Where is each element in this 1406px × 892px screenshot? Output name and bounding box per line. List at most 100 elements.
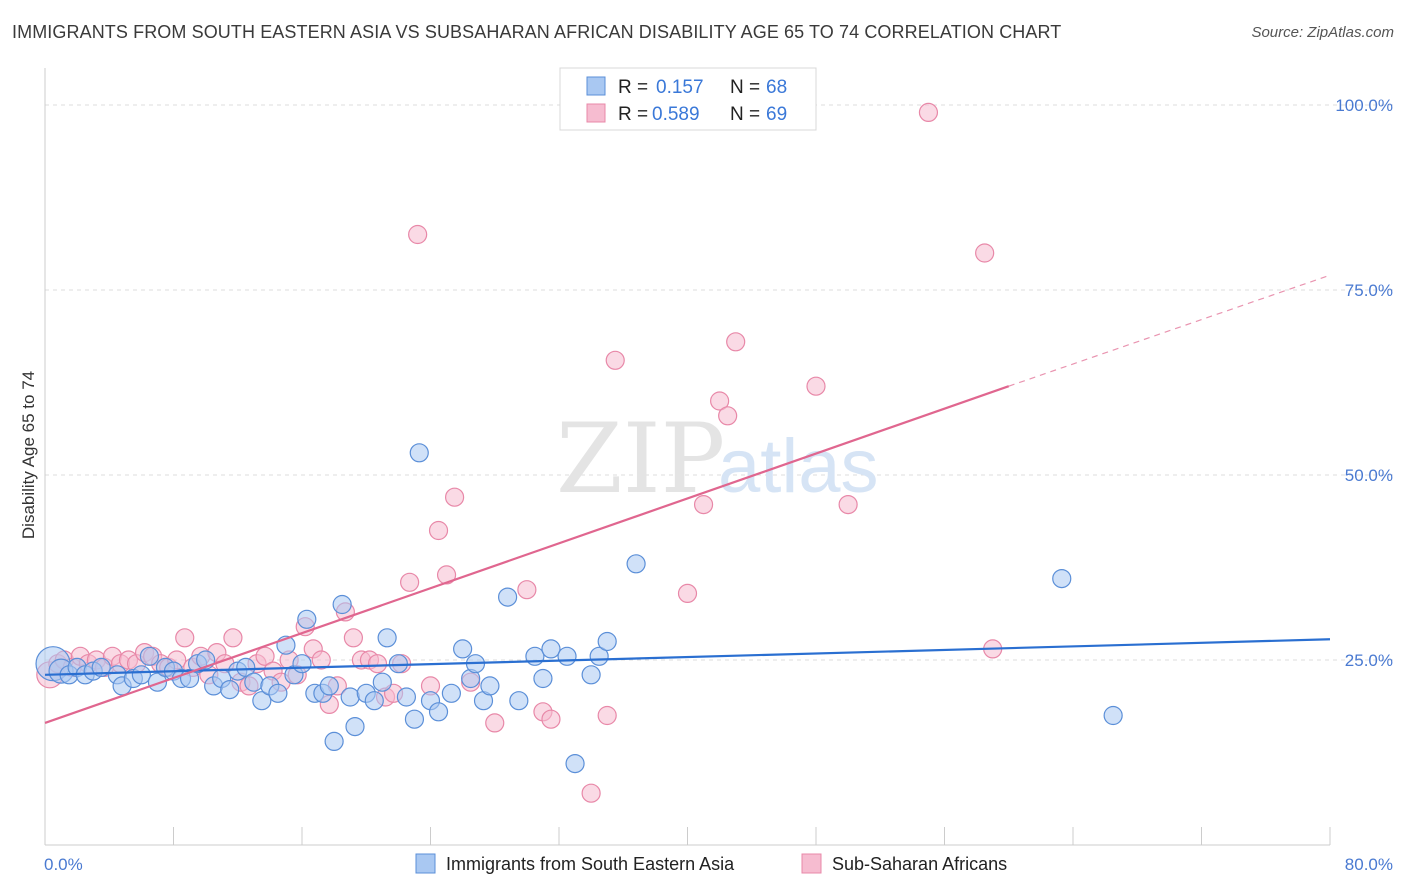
blue-point-31: [297, 609, 317, 629]
bottom-legend-label-blue: Immigrants from South Eastern Asia: [446, 854, 735, 874]
watermark: ZIP atlas: [556, 403, 879, 515]
legend-r-label-blue: R =: [618, 77, 648, 98]
blue-point-12: [147, 672, 168, 692]
pink-point-17: [175, 628, 195, 648]
legend-n-label-blue: N =: [730, 77, 760, 98]
bottom-legend: Immigrants from South Eastern Asia Sub-S…: [415, 853, 1007, 874]
blue-point-21: [220, 679, 240, 700]
y-tick-label-0: 25.0%: [1345, 651, 1393, 670]
legend-n-label-pink: N =: [730, 104, 760, 125]
pink-point-27: [255, 646, 275, 666]
blue-point-57: [525, 646, 545, 666]
watermark-zip: ZIP: [556, 403, 725, 515]
blue-point-45: [404, 709, 425, 729]
bottom-legend-label-pink: Sub-Saharan Africans: [832, 854, 1007, 874]
blue-point-37: [340, 687, 360, 707]
pink-point-48: [428, 520, 449, 541]
blue-point-44: [396, 687, 417, 707]
blue-point-30: [292, 654, 312, 674]
pink-point-53: [517, 580, 537, 600]
blue-point-67: [1103, 705, 1123, 726]
grid: [45, 104, 1395, 661]
x-tick-label-1: 80.0%: [1345, 855, 1393, 874]
blue-point-36: [332, 594, 352, 615]
pink-trend-extension: [1008, 274, 1331, 387]
pink-point-46: [408, 224, 428, 245]
trend-lines: [44, 274, 1331, 724]
blue-point-58: [533, 668, 553, 689]
pink-point-59: [677, 583, 698, 604]
blue-point-50: [453, 639, 473, 659]
blue-point-43: [388, 654, 408, 674]
pink-point-23: [223, 628, 243, 648]
legend-n-value-pink: 69: [766, 104, 787, 125]
pink-point-45: [400, 572, 420, 592]
blue-point-10: [131, 665, 151, 685]
blue-point-63: [589, 646, 609, 666]
blue-trend-line: [44, 638, 1331, 676]
blue-point-23: [236, 657, 256, 678]
pink-point-34: [311, 650, 331, 670]
pink-point-38: [343, 628, 363, 648]
blue-point-55: [498, 587, 518, 607]
blue-point-60: [557, 646, 577, 666]
blue-point-65: [626, 554, 646, 574]
pink-point-52: [485, 713, 505, 733]
blue-point-62: [581, 665, 601, 685]
blue-point-49: [441, 683, 461, 703]
pink-point-58: [605, 350, 625, 370]
pink-point-60: [693, 495, 714, 515]
blue-point-40: [364, 691, 384, 711]
y-tick-label-1: 50.0%: [1345, 466, 1393, 485]
pink-point-55: [541, 709, 561, 729]
pink-point-57: [597, 705, 617, 726]
pink-point-63: [726, 332, 746, 352]
blue-point-35: [324, 731, 344, 752]
pink-point-66: [918, 102, 939, 123]
pink-point-61: [710, 391, 730, 411]
axes: [44, 68, 1331, 846]
blue-point-54: [480, 676, 500, 696]
y-tick-label-2: 75.0%: [1345, 281, 1393, 300]
legend-r-value-pink: 0.589: [652, 104, 700, 125]
pink-point-65: [838, 495, 858, 515]
chart-title: IMMIGRANTS FROM SOUTH EASTERN ASIA VS SU…: [12, 22, 1062, 42]
source-label: Source: ZipAtlas.com: [1251, 24, 1394, 41]
watermark-atlas: atlas: [718, 424, 879, 509]
blue-point-6: [91, 657, 111, 678]
blue-point-59: [541, 639, 561, 659]
legend-n-value-blue: 68: [766, 77, 787, 98]
pink-point-49: [436, 565, 457, 585]
legend-r-label-pink: R =: [618, 104, 648, 125]
bottom-legend-swatch-blue: [415, 853, 436, 874]
blue-point-42: [377, 628, 397, 648]
pink-point-62: [718, 406, 738, 426]
y-tick-label-3: 100.0%: [1335, 96, 1393, 115]
blue-point-66: [1052, 568, 1072, 589]
legend-r-value-blue: 0.157: [656, 77, 704, 98]
pink-point-50: [444, 487, 465, 507]
blue-point-25: [252, 691, 272, 711]
legend: R = 0.157 N = 68 R = 0.589 N = 69: [559, 67, 817, 131]
blue-point-34: [319, 676, 339, 696]
pink-point-41: [367, 654, 388, 674]
x-tick-label-0: 0.0%: [44, 855, 83, 874]
blue-point-41: [372, 672, 392, 692]
legend-swatch-blue: [586, 76, 606, 96]
tick-labels: 25.0% 50.0% 75.0% 100.0% 0.0% 80.0%: [44, 96, 1393, 874]
blue-point-11: [139, 646, 160, 666]
blue-point-38: [345, 716, 365, 737]
y-axis-label: Disability Age 65 to 74: [19, 371, 38, 539]
bottom-legend-swatch-pink: [801, 853, 822, 874]
blue-point-48: [428, 702, 449, 722]
pink-point-56: [581, 783, 601, 803]
blue-point-61: [565, 753, 585, 774]
blue-point-46: [409, 443, 429, 463]
pink-point-67: [975, 243, 995, 263]
pink-point-64: [806, 376, 826, 396]
blue-point-64: [597, 631, 617, 652]
data-points: [35, 102, 1123, 803]
blue-point-56: [509, 691, 529, 711]
blue-point-27: [268, 683, 288, 703]
